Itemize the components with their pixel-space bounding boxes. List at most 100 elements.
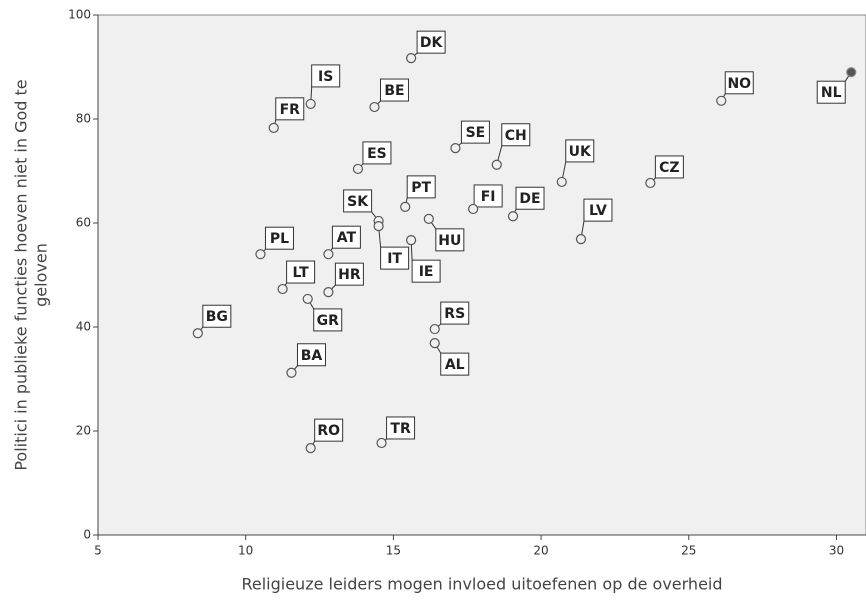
x-tick-label: 25 [681, 544, 696, 558]
x-tick-label: 5 [94, 544, 102, 558]
point-label: IT [387, 251, 402, 267]
point [323, 249, 334, 260]
x-axis-label: Religieuze leiders mogen invloed uitoefe… [241, 575, 722, 594]
label-box [296, 343, 326, 367]
point [192, 328, 203, 339]
point-label: PT [411, 180, 431, 196]
label-box [313, 308, 343, 332]
label-box [386, 416, 416, 440]
point-label: PL [270, 231, 289, 247]
point-label: BE [384, 83, 404, 99]
point [277, 283, 288, 295]
point [429, 323, 440, 335]
point [305, 443, 316, 454]
point-label: ES [367, 146, 387, 162]
point-label: IE [419, 264, 434, 280]
label-box [654, 155, 684, 179]
label-box [362, 141, 392, 165]
label-box [440, 301, 470, 325]
y-tick-label: 60 [76, 216, 91, 230]
point-label: UK [569, 144, 592, 160]
point-label: SE [466, 125, 486, 141]
point [423, 213, 434, 224]
point [268, 122, 279, 133]
point-label: BA [301, 348, 323, 364]
point [507, 211, 519, 222]
point-label: CH [505, 128, 527, 144]
plot-area [97, 14, 866, 536]
y-tick-label: 40 [76, 320, 91, 334]
point [846, 67, 857, 78]
y-tick-label: 0 [83, 528, 91, 542]
point [305, 98, 316, 110]
point-label: CZ [659, 160, 679, 176]
point [352, 163, 364, 175]
point [716, 95, 727, 106]
label-box [816, 80, 846, 104]
point [450, 143, 461, 154]
label-box [331, 225, 361, 249]
point-label: GR [317, 313, 339, 329]
point [369, 101, 380, 113]
point [429, 338, 440, 349]
point [376, 437, 387, 449]
point-label: TR [390, 421, 411, 437]
label-box [565, 139, 595, 163]
label-box [379, 78, 409, 102]
x-tick-label: 30 [829, 544, 844, 558]
point-label: FI [481, 189, 496, 205]
point [406, 53, 417, 64]
point-label: RO [317, 423, 340, 439]
point-label: LV [589, 203, 607, 219]
point-label: DE [519, 191, 540, 207]
label-box [473, 184, 503, 208]
label-box [411, 259, 441, 283]
label-box [286, 260, 316, 284]
point-label: AT [337, 230, 357, 246]
x-tick-label: 20 [533, 544, 548, 558]
label-box [460, 120, 490, 144]
point [373, 221, 384, 232]
point-label: DK [420, 35, 444, 51]
y-axis-label: Politici in publieke functies hoeven nie… [12, 79, 31, 470]
label-box [314, 418, 344, 442]
point [575, 234, 587, 245]
label-box [501, 123, 531, 147]
y-tick-label: 20 [76, 424, 91, 438]
point-label: LT [293, 265, 310, 281]
x-tick-label: 10 [238, 544, 253, 558]
point [406, 235, 417, 246]
y-axis-label: geloven [32, 243, 51, 307]
label-box [515, 186, 545, 210]
label-box [202, 304, 232, 328]
point-label: AL [445, 357, 465, 373]
label-box [334, 262, 364, 286]
point [302, 293, 313, 305]
point-label: HU [438, 233, 461, 249]
y-tick-label: 80 [76, 112, 91, 126]
point [556, 176, 567, 188]
label-box [583, 198, 613, 222]
label-box [724, 71, 754, 95]
point [255, 249, 266, 260]
point [400, 201, 411, 212]
point-label: NL [821, 85, 842, 101]
point [468, 203, 479, 215]
point-label: BG [206, 309, 228, 325]
point-label: IS [318, 69, 333, 85]
label-box [343, 189, 373, 213]
point-label: SK [347, 194, 369, 210]
label-box [311, 64, 341, 88]
label-box [435, 228, 465, 252]
point-label: RS [444, 306, 465, 322]
label-box [406, 175, 436, 199]
x-tick-label: 15 [386, 544, 401, 558]
point [645, 177, 656, 189]
point [286, 367, 297, 378]
label-box [440, 352, 470, 376]
label-box [264, 226, 294, 250]
label-box [416, 30, 446, 54]
point-label: FR [280, 102, 301, 118]
point [323, 287, 334, 298]
